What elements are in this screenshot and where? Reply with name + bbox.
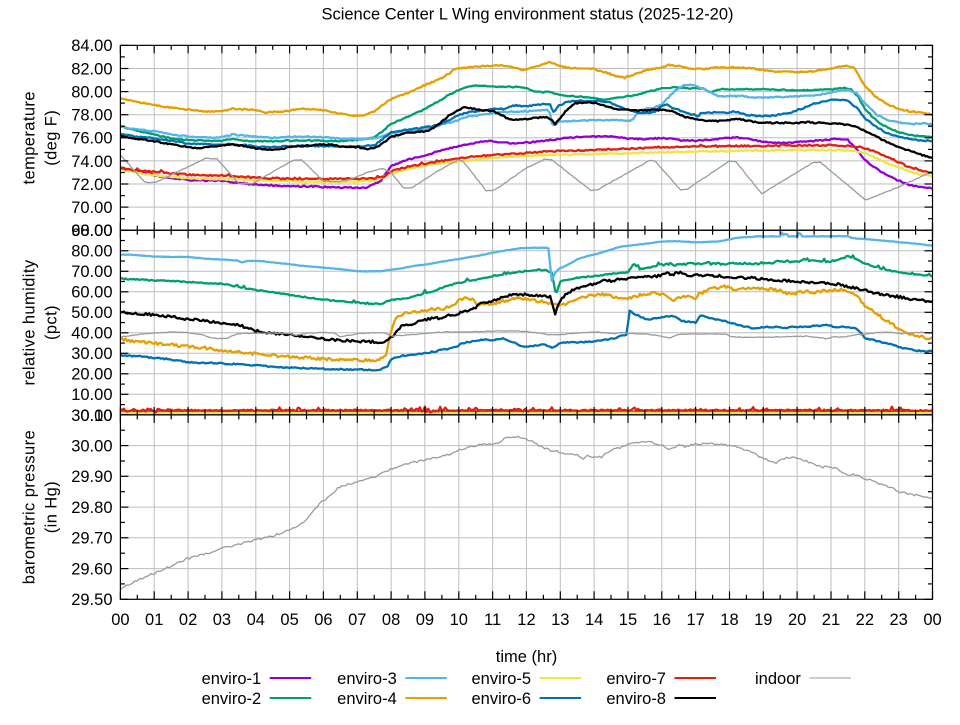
svg-text:30.00: 30.00 [71,438,112,456]
svg-text:enviro-3: enviro-3 [337,670,397,688]
svg-text:indoor: indoor [755,670,801,688]
svg-text:temperature: temperature [21,91,39,184]
svg-text:time (hr): time (hr) [496,648,557,666]
svg-text:16: 16 [653,611,671,629]
svg-text:enviro-4: enviro-4 [337,690,397,708]
svg-text:00: 00 [923,611,941,629]
svg-text:20: 20 [788,611,806,629]
svg-text:22: 22 [856,611,874,629]
svg-text:29.70: 29.70 [71,530,112,548]
svg-text:08: 08 [382,611,400,629]
svg-text:09: 09 [416,611,434,629]
svg-text:84.00: 84.00 [71,37,112,55]
svg-text:(pct): (pct) [43,305,61,340]
svg-text:68.00: 68.00 [71,222,112,240]
svg-text:12: 12 [517,611,535,629]
svg-text:06: 06 [314,611,332,629]
svg-text:18: 18 [720,611,738,629]
svg-text:72.00: 72.00 [71,176,112,194]
svg-text:80.00: 80.00 [71,243,112,261]
svg-text:(in Hg): (in Hg) [43,481,61,533]
svg-text:21: 21 [822,611,840,629]
svg-text:20.00: 20.00 [71,366,112,384]
svg-text:30.10: 30.10 [71,407,112,425]
svg-text:enviro-1: enviro-1 [202,670,262,688]
svg-text:0.00: 0.00 [80,407,112,425]
svg-text:23: 23 [889,611,907,629]
svg-text:82.00: 82.00 [71,60,112,78]
svg-text:14: 14 [585,611,603,629]
svg-text:29.80: 29.80 [71,499,112,517]
svg-text:01: 01 [145,611,163,629]
svg-text:(deg F): (deg F) [43,110,61,166]
svg-text:barometric pressure: barometric pressure [21,430,39,584]
svg-text:29.90: 29.90 [71,468,112,486]
svg-text:enviro-5: enviro-5 [471,670,531,688]
svg-text:90.00: 90.00 [71,222,112,240]
svg-text:29.50: 29.50 [71,591,112,609]
svg-text:10.00: 10.00 [71,386,112,404]
svg-text:40.00: 40.00 [71,325,112,343]
svg-text:50.00: 50.00 [71,304,112,322]
svg-text:74.00: 74.00 [71,153,112,171]
svg-text:70.00: 70.00 [71,199,112,217]
svg-text:00: 00 [111,611,129,629]
svg-text:15: 15 [619,611,637,629]
svg-text:80.00: 80.00 [71,84,112,102]
svg-text:enviro-7: enviro-7 [606,670,666,688]
svg-text:05: 05 [280,611,298,629]
svg-text:04: 04 [247,611,265,629]
svg-text:13: 13 [551,611,569,629]
svg-text:10: 10 [450,611,468,629]
svg-text:17: 17 [686,611,704,629]
svg-text:78.00: 78.00 [71,107,112,125]
svg-text:11: 11 [484,611,501,629]
svg-text:Science Center L Wing environm: Science Center L Wing environment status… [321,6,733,24]
svg-text:07: 07 [348,611,366,629]
svg-text:02: 02 [179,611,197,629]
svg-text:relative humidity: relative humidity [21,259,39,385]
svg-text:70.00: 70.00 [71,263,112,281]
svg-text:enviro-2: enviro-2 [202,690,262,708]
svg-text:76.00: 76.00 [71,130,112,148]
svg-text:29.60: 29.60 [71,561,112,579]
svg-text:enviro-8: enviro-8 [606,690,666,708]
svg-text:03: 03 [213,611,231,629]
svg-text:19: 19 [754,611,772,629]
svg-text:60.00: 60.00 [71,284,112,302]
svg-text:30.00: 30.00 [71,345,112,363]
svg-text:enviro-6: enviro-6 [471,690,531,708]
